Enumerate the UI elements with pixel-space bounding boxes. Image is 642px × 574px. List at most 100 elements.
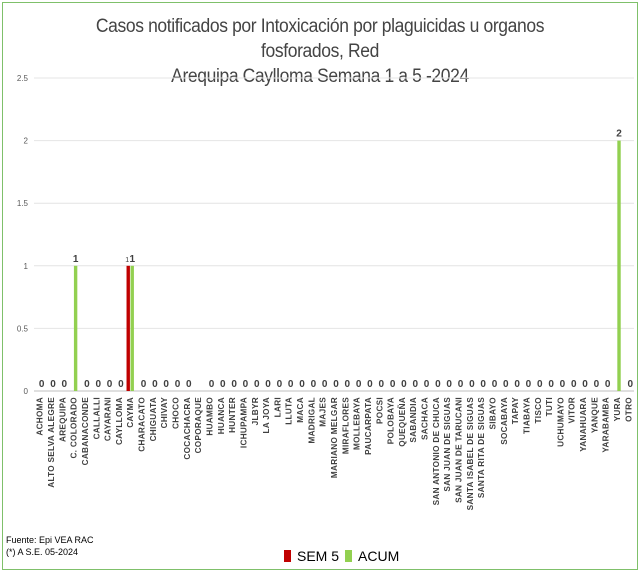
- x-tick-label: LLUTA: [285, 397, 294, 425]
- x-tick-label: AREQUIPA: [58, 397, 67, 442]
- data-label-acum: 0: [299, 379, 305, 390]
- x-tick-label: COCACHACRA: [183, 397, 192, 460]
- y-tick-label: 0.5: [17, 324, 29, 333]
- bar-acum: [73, 265, 78, 391]
- x-tick-label: TIABAYA: [522, 397, 531, 434]
- bar-acum: [130, 265, 134, 391]
- data-label-acum: 0: [435, 379, 441, 390]
- data-label-acum: 0: [141, 379, 147, 390]
- x-tick-label: ACHOMA: [36, 397, 45, 436]
- x-tick-label: YURA: [613, 397, 622, 421]
- x-tick-label: MADRIGAL: [307, 397, 316, 444]
- data-label-acum: 0: [163, 379, 169, 390]
- data-label-acum: 0: [243, 379, 249, 390]
- data-label-acum: 0: [401, 379, 407, 390]
- x-tick-label: QUEQUEÑA: [397, 397, 407, 447]
- chart-title: Casos notificados por Intoxicación por p…: [62, 14, 577, 89]
- data-label-acum: 0: [503, 379, 509, 390]
- data-label-acum: 0: [492, 379, 498, 390]
- data-label-acum: 0: [345, 379, 351, 390]
- x-tick-label: C. COLORADO: [70, 397, 79, 459]
- data-label-acum: 0: [50, 379, 56, 390]
- x-tick-label: CALLALLI: [92, 397, 101, 439]
- x-tick-label: CABANACONDE: [81, 397, 90, 466]
- y-tick-label: 1: [24, 262, 29, 271]
- data-label-acum: 0: [175, 379, 181, 390]
- y-tick-label: 0: [24, 387, 29, 396]
- data-label-acum: 1: [129, 254, 135, 265]
- data-label-acum: 0: [277, 379, 283, 390]
- x-tick-label: SAN ANTONIO DE CHUCA: [432, 397, 441, 505]
- data-label-acum: 0: [311, 379, 317, 390]
- data-label-acum: 0: [322, 379, 328, 390]
- data-label-acum: 0: [628, 379, 634, 390]
- x-tick-label: MARIANO MELGAR: [330, 397, 339, 478]
- data-label-acum: 0: [537, 379, 543, 390]
- y-tick-label: 2.5: [17, 74, 29, 83]
- data-label-acum: 0: [84, 379, 90, 390]
- data-label-acum: 0: [446, 379, 452, 390]
- data-label-acum: 0: [458, 379, 464, 390]
- data-label-acum: 0: [95, 379, 101, 390]
- data-label-acum: 0: [560, 379, 566, 390]
- data-label-acum: 0: [254, 379, 260, 390]
- x-tick-label: VITOR: [568, 397, 577, 423]
- date-note: (*) A S.E. 05-2024: [6, 547, 79, 557]
- x-tick-label: POLOBAYA: [387, 397, 396, 444]
- x-tick-label: HUNTER: [228, 397, 237, 433]
- data-label-acum: 0: [480, 379, 486, 390]
- x-tick-label: MACA: [296, 397, 305, 423]
- data-label-acum: 0: [209, 379, 215, 390]
- data-label-acum: 0: [367, 379, 373, 390]
- x-tick-label: YARABAMBA: [602, 397, 611, 453]
- data-label-acum: 0: [288, 379, 294, 390]
- data-label-acum: 0: [220, 379, 226, 390]
- data-label-acum: 0: [118, 379, 124, 390]
- x-tick-label: CAYLLOMA: [115, 397, 124, 445]
- chart-title-line-1: Casos notificados por Intoxicación por p…: [95, 16, 545, 62]
- x-tick-label: CHIVAY: [160, 397, 169, 429]
- legend-label-acum: ACUM: [358, 548, 400, 564]
- bar-sem5: [126, 265, 130, 391]
- x-tick-label: TISCO: [534, 397, 543, 424]
- data-label-acum: 0: [526, 379, 532, 390]
- x-tick-label: LARI: [273, 397, 282, 417]
- data-label-acum: 0: [594, 379, 600, 390]
- data-label-acum: 0: [107, 379, 113, 390]
- x-tick-label: SOCABAYA: [500, 397, 509, 445]
- data-label-acum: 0: [356, 379, 362, 390]
- x-tick-label: CHIGUATA: [149, 397, 158, 441]
- x-tick-label: MOLLEBAYA: [353, 397, 362, 450]
- x-tick-label: PAUCARPATA: [364, 397, 373, 455]
- data-label-acum: 0: [333, 379, 339, 390]
- data-label-acum: 0: [390, 379, 396, 390]
- y-tick-label: 2: [24, 137, 29, 146]
- x-tick-label: POCSI: [375, 397, 384, 424]
- data-label-acum: 0: [152, 379, 158, 390]
- x-tick-label: HUANCA: [217, 397, 226, 434]
- data-label-acum: 0: [186, 379, 192, 390]
- x-tick-label: YANAHUARA: [579, 397, 588, 452]
- data-label-acum: 0: [62, 379, 68, 390]
- x-tick-label: SANTA ISABEL DE SIGUAS: [466, 397, 475, 511]
- y-tick-label: 1.5: [17, 199, 29, 208]
- x-tick-label: MAJES: [319, 397, 328, 427]
- data-label-acum: 0: [469, 379, 475, 390]
- chart-title-line-2: Arequipa Caylloma Semana 1 a 5 -2024: [171, 66, 469, 87]
- x-tick-label: CHOCO: [172, 397, 181, 429]
- data-label-acum: 0: [412, 379, 418, 390]
- x-tick-label: HUAMBO: [205, 397, 214, 436]
- x-tick-label: CAYMA: [126, 397, 135, 428]
- data-label-acum: 0: [548, 379, 554, 390]
- x-tick-label: SANTA RITA DE SIGUAS: [477, 397, 486, 498]
- data-label-sem5: 1: [125, 257, 129, 264]
- data-label-acum: 0: [265, 379, 271, 390]
- x-tick-label: ALTO SELVA ALEGRE: [47, 397, 56, 488]
- data-label-acum: 0: [379, 379, 385, 390]
- x-tick-label: SAN JUAN DE TARUCANI: [455, 397, 464, 503]
- data-label-acum: 0: [514, 379, 520, 390]
- data-label-acum: 0: [582, 379, 588, 390]
- x-tick-label: TAPAY: [511, 397, 520, 425]
